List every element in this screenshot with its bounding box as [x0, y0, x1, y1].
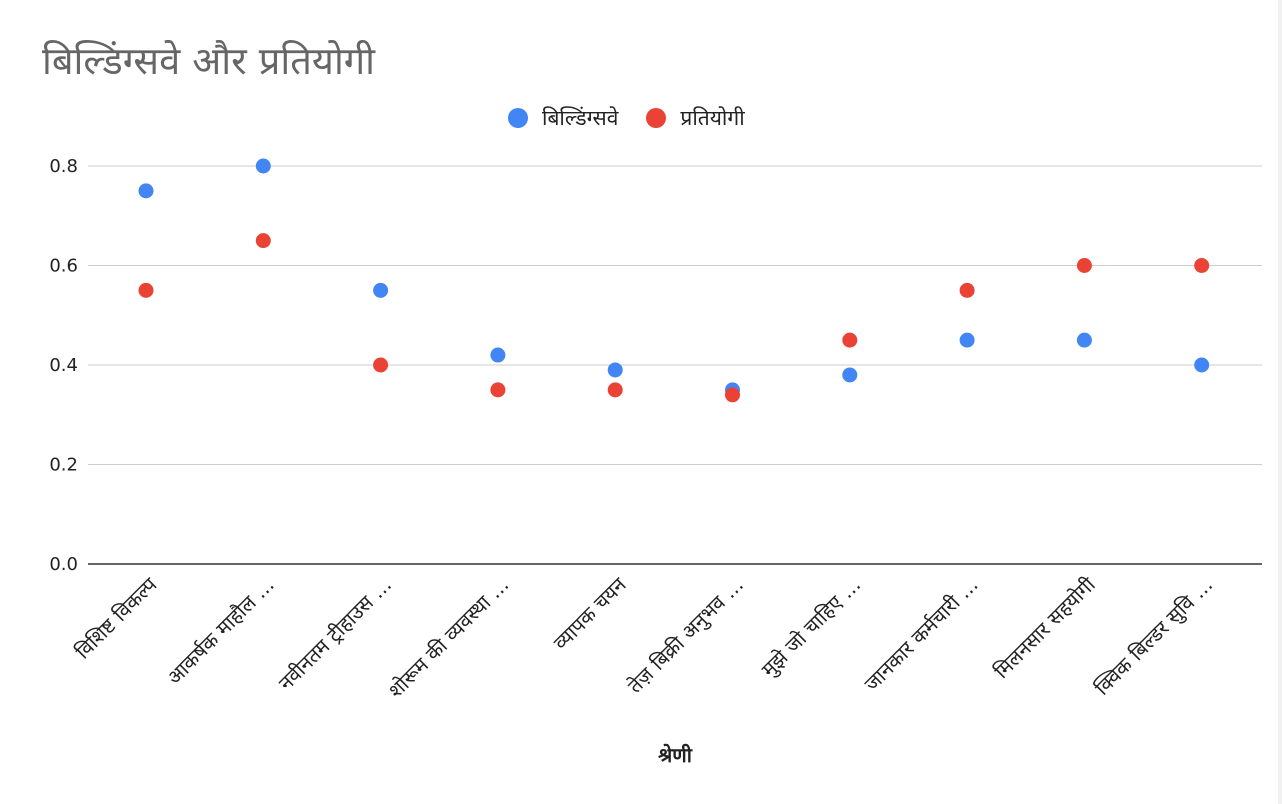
- data-point-series-2[interactable]: [373, 357, 389, 373]
- y-tick-label: 0.2: [49, 455, 78, 476]
- x-tick-label: शोरूम की व्यवस्था ...: [383, 573, 513, 703]
- legend-item-series-2[interactable]: प्रतियोगी: [646, 104, 745, 132]
- legend: बिल्डिंग्सवे प्रतियोगी: [508, 104, 745, 132]
- y-tick-label: 0.8: [49, 156, 78, 177]
- x-tick-label: मिलनसार सहयोगी: [989, 572, 1100, 683]
- data-points: [138, 158, 1210, 403]
- legend-swatch-series-2: [646, 108, 667, 128]
- data-point-series-2[interactable]: [607, 382, 623, 398]
- legend-item-series-1[interactable]: बिल्डिंग्सवे: [508, 104, 618, 132]
- data-point-series-1[interactable]: [842, 367, 858, 383]
- x-tick-label: क्विक बिल्डर सुवि ...: [1090, 573, 1218, 701]
- data-point-series-2[interactable]: [725, 387, 740, 403]
- gridlines: [88, 165, 1262, 565]
- data-point-series-1[interactable]: [959, 332, 975, 348]
- data-point-series-2[interactable]: [1076, 258, 1092, 273]
- x-axis-title: श्रेणी: [658, 743, 693, 767]
- data-point-series-2[interactable]: [255, 233, 271, 249]
- data-point-series-2[interactable]: [1194, 258, 1210, 273]
- data-point-series-1[interactable]: [1194, 357, 1210, 373]
- x-tick-label: मुझे जो चाहिए ...: [756, 573, 866, 683]
- legend-label-series-1: बिल्डिंग्सवे: [542, 106, 619, 130]
- y-tick-label: 0.0: [49, 554, 78, 575]
- data-point-series-1[interactable]: [490, 347, 506, 363]
- y-axis-tick-labels: 0.0 0.2 0.4 0.6 0.8: [49, 156, 78, 575]
- y-tick-label: 0.6: [49, 256, 78, 277]
- data-point-series-1[interactable]: [138, 183, 154, 199]
- data-point-series-1[interactable]: [255, 158, 271, 174]
- data-point-series-1[interactable]: [1076, 332, 1092, 348]
- x-tick-label: व्यापक चयन: [549, 572, 632, 655]
- x-tick-label: विशिष्ट विकल्प: [71, 572, 162, 663]
- window-edge: [1278, 0, 1282, 804]
- data-point-series-2[interactable]: [138, 282, 154, 298]
- legend-label-series-2: प्रतियोगी: [680, 106, 745, 130]
- data-point-series-2[interactable]: [842, 332, 858, 348]
- x-tick-label: नवीनतम ट्रीहाउस ...: [274, 573, 396, 695]
- chart-title: बिल्डिंग्सवे और प्रतियोगी: [42, 39, 376, 83]
- legend-swatch-series-1: [508, 108, 528, 128]
- data-point-series-2[interactable]: [490, 382, 506, 398]
- data-point-series-1[interactable]: [607, 362, 623, 378]
- data-point-series-2[interactable]: [959, 282, 975, 298]
- x-tick-label: आकर्षक माहौल ...: [162, 573, 279, 690]
- x-axis-tick-labels: विशिष्ट विकल्प आकर्षक माहौल ...नवीनतम ट्र…: [71, 572, 1218, 703]
- x-tick-label: जानकार कर्मचारी ...: [859, 573, 982, 696]
- x-tick-label: तेज़ बिक्री अनुभव ...: [623, 573, 749, 699]
- data-point-series-1[interactable]: [373, 282, 389, 298]
- y-tick-label: 0.4: [49, 355, 78, 376]
